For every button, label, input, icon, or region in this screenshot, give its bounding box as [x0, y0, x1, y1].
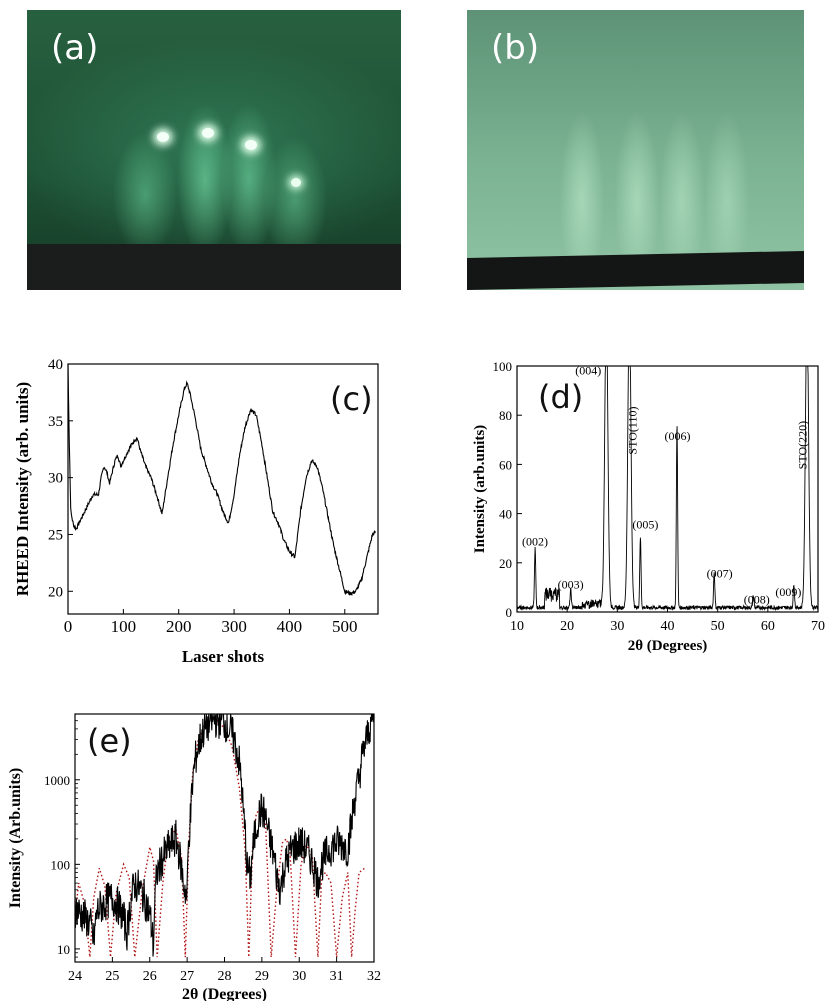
- chart-c-ytick-label: 35: [48, 414, 63, 430]
- chart-e-xtick-label: 24: [68, 969, 82, 984]
- photo-a-spot: [202, 128, 214, 138]
- chart-e-xtick-label: 32: [367, 969, 381, 984]
- chart-e-xtick-label: 30: [292, 969, 306, 984]
- chart-c-frame: [67, 363, 379, 615]
- chart-e-xtick-label: 31: [330, 969, 344, 984]
- rheed-pattern-photo-b: (b): [467, 10, 804, 290]
- chart-d-xtick-label: 50: [711, 619, 725, 634]
- photo-a-spot: [157, 132, 169, 142]
- chart-d-ytick-label: 60: [499, 457, 512, 472]
- chart-d-ylabel: Intensity (arb.units): [472, 425, 488, 553]
- chart-e-xtick-label: 29: [255, 969, 269, 984]
- chart-c-xtick-label: 200: [166, 617, 192, 636]
- panel-e-label: (e): [87, 722, 132, 760]
- chart-c-xtick-label: 300: [221, 617, 247, 636]
- photo-a-spot: [245, 140, 257, 150]
- panel-a-label: (a): [51, 28, 99, 68]
- chart-c-ytick-label: 20: [48, 584, 63, 600]
- chart-c-ytick-label: 25: [48, 527, 63, 543]
- chart-c-ytick-label: 40: [48, 357, 63, 373]
- panel-c-label: (c): [330, 380, 373, 418]
- chart-d-xtick-label: 10: [510, 619, 524, 634]
- chart-d-peak-label: (009): [775, 585, 801, 599]
- chart-d-peak-label: (008): [744, 592, 770, 606]
- chart-d-xtick-label: 30: [610, 619, 624, 634]
- chart-d-peak-label: (004): [575, 364, 601, 378]
- panel-d-label: (d): [538, 378, 584, 416]
- chart-d-xlabel: 2θ (Degrees): [628, 638, 708, 654]
- chart-c-ytick-label: 30: [48, 471, 63, 487]
- chart-c: 0 100 200 300 400 500 20 25 30 35 40 Laser shots R…: [13, 357, 379, 666]
- chart-d: 10 20 30 40 50 60 70 0 20 40 60 80 100 (002) (003) (00…: [472, 359, 825, 654]
- chart-d-peak-label: (007): [707, 567, 733, 581]
- chart-c-xtick-label: 500: [332, 617, 358, 636]
- chart-c-series-line: [67, 363, 376, 597]
- chart-c-ylabel: RHEED Intensity (arb. units): [13, 382, 32, 596]
- chart-d-ytick-label: 0: [506, 605, 513, 620]
- chart-d-ytick-label: 100: [493, 359, 513, 374]
- chart-d-peak-label: (003): [558, 578, 584, 592]
- chart-d-peak-label: (006): [665, 429, 691, 443]
- panel-b-label: (b): [491, 28, 540, 68]
- chart-c-xtick-label: 0: [64, 617, 73, 636]
- chart-d-xtick-label: 40: [661, 619, 675, 634]
- chart-d-ytick-label: 20: [499, 556, 512, 571]
- chart-e-ytick-label: 10: [57, 942, 70, 957]
- chart-e-data-line: [74, 713, 375, 957]
- chart-d-ytick-label: 40: [499, 507, 512, 522]
- chart-d-ytick-label: 80: [499, 408, 512, 423]
- chart-c-xtick-label: 400: [277, 617, 303, 636]
- chart-e-ylabel: Intensity (Arb.units): [7, 768, 24, 908]
- rheed-pattern-photo-a: (a): [27, 10, 401, 290]
- chart-d-xtick-label: 70: [811, 619, 825, 634]
- chart-d-peak-label: (002): [522, 535, 548, 549]
- chart-e-ytick-label: 100: [51, 857, 71, 872]
- chart-e-xtick-label: 26: [143, 969, 157, 984]
- photo-a-spot: [291, 178, 301, 187]
- chart-d-xtick-label: 20: [560, 619, 574, 634]
- chart-e: 24 25 26 27 28 29 30 31 32 10 100 1000 2θ (Degrees)…: [7, 713, 381, 1001]
- chart-d-peak-label: STO(220): [795, 421, 809, 469]
- chart-e-xlabel: 2θ (Degrees): [182, 986, 267, 1001]
- chart-d-peak-label: STO(110): [625, 407, 639, 455]
- chart-e-xtick-label: 25: [105, 969, 119, 984]
- chart-c-xtick-label: 100: [111, 617, 137, 636]
- chart-c-xlabel: Laser shots: [182, 647, 265, 666]
- chart-d-peak-label: (005): [632, 517, 658, 531]
- chart-e-ytick-label: 1000: [44, 773, 70, 788]
- photo-a-shadow: [27, 244, 401, 290]
- chart-d-series-line: [516, 365, 819, 612]
- chart-d-xtick-label: 60: [761, 619, 775, 634]
- chart-e-xtick-label: 28: [218, 969, 232, 984]
- chart-e-xtick-label: 27: [180, 969, 194, 984]
